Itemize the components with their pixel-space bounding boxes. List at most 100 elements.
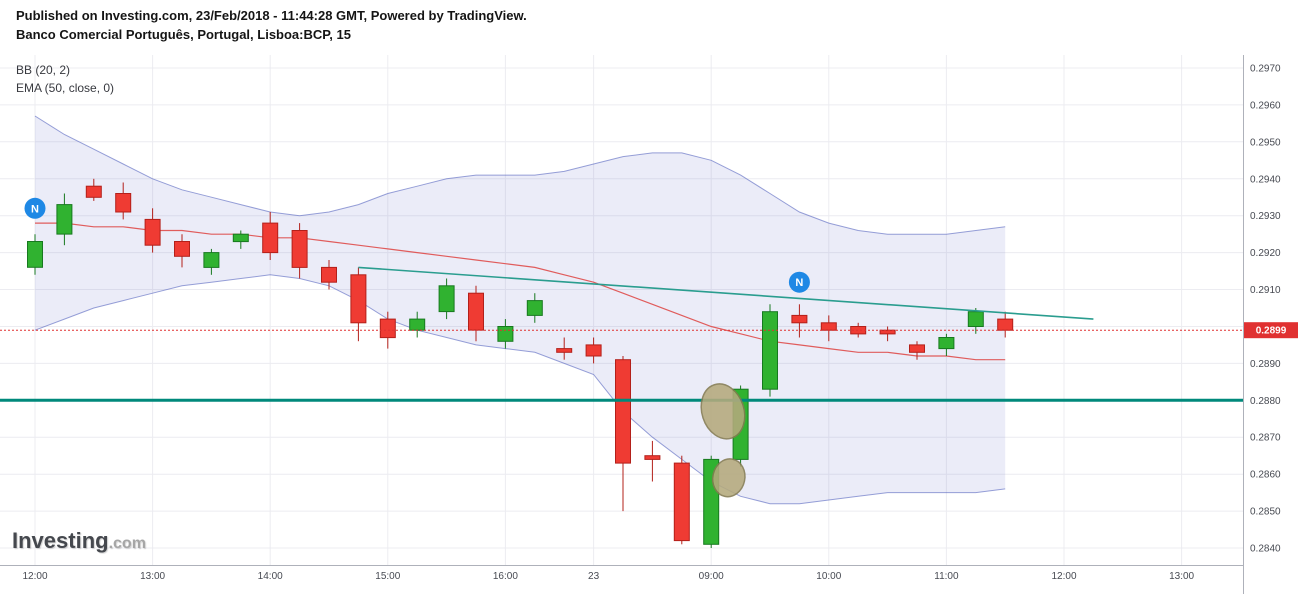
price-axis-label: 0.2870 (1250, 433, 1281, 444)
time-axis-label: 09:00 (699, 571, 724, 582)
investing-logo: Investing.com (12, 528, 146, 554)
price-axis-label: 0.2960 (1250, 100, 1281, 111)
candle-body (585, 344, 602, 357)
indicator-legend: BB (20, 2) EMA (50, close, 0) (16, 61, 114, 97)
time-axis-label: 13:00 (1169, 571, 1194, 582)
published-line: Published on Investing.com, 23/Feb/2018 … (16, 8, 527, 23)
ema-legend-label: EMA (50, close, 0) (16, 81, 115, 95)
news-marker[interactable]: N (788, 271, 810, 293)
candle-body (938, 337, 955, 350)
candle (673, 455, 690, 545)
news-marker-letter: N (31, 203, 39, 215)
candle (144, 208, 161, 253)
candle-body (438, 285, 455, 313)
candle-body (526, 300, 543, 316)
price-axis-label: 0.2950 (1250, 137, 1281, 148)
candle-body (321, 266, 337, 283)
candle-body (644, 455, 661, 460)
price-axis-label: 0.2910 (1250, 285, 1281, 296)
last-price-badge-bg (1244, 322, 1298, 339)
trend-line[interactable] (358, 266, 1094, 320)
candle-body (409, 318, 426, 331)
candle-body (762, 311, 778, 390)
candle (56, 193, 73, 246)
candle (468, 285, 484, 342)
candle-body (615, 359, 631, 464)
candle-body (967, 311, 984, 328)
bollinger-band (34, 115, 1006, 505)
candle (938, 333, 955, 356)
investing-logo-suffix: .com (108, 535, 146, 552)
candle-body (291, 230, 308, 268)
candle (585, 337, 602, 364)
candle (85, 178, 102, 201)
candle (556, 337, 573, 360)
candle (291, 223, 308, 279)
time-axis-label: 12:00 (22, 571, 47, 582)
time-axis-label: 12:00 (1051, 571, 1076, 582)
ema-line (35, 222, 1006, 361)
time-axis-label: 11:00 (934, 571, 959, 582)
candle-body (27, 241, 43, 268)
candle-body (379, 318, 396, 339)
price-axis-label: 0.2930 (1250, 211, 1281, 222)
candle-body (262, 222, 279, 254)
candle-body (997, 318, 1014, 331)
candle-body (556, 348, 573, 353)
price-axis-label: 0.2920 (1250, 248, 1281, 259)
candle (174, 234, 190, 268)
candle (203, 248, 220, 275)
candle (791, 304, 808, 338)
candle (321, 260, 337, 290)
candle-body (820, 322, 837, 331)
time-axis[interactable]: 12:00 13:00 14:00 15:00 16:00 23 09:00 10:00 11:… (22, 571, 1194, 582)
time-axis-label: 14:00 (258, 571, 283, 582)
candle (262, 212, 279, 260)
news-marker[interactable]: N (24, 197, 46, 219)
candle (438, 278, 455, 320)
candle-body (879, 329, 896, 335)
candle (967, 308, 984, 334)
candle (379, 311, 396, 349)
time-axis-label: 15:00 (375, 571, 400, 582)
candle-body (174, 241, 190, 257)
candle-body (497, 326, 514, 342)
annotation-ellipse[interactable] (709, 456, 748, 500)
symbol-title: Banco Comercial Português, Portugal, Lis… (16, 27, 351, 42)
candle-body (56, 204, 73, 235)
price-axis-label: 0.2890 (1250, 359, 1281, 370)
investing-logo-brand: Investing (12, 528, 109, 553)
bollinger-lower-line (34, 274, 1006, 505)
candle-body (115, 193, 132, 213)
price-axis[interactable]: 0.2970 0.2960 0.2950 0.2940 0.2930 0.2920 0.29… (1250, 64, 1281, 555)
candle-body (203, 252, 220, 268)
candle (615, 356, 631, 512)
candle (644, 440, 661, 482)
price-axis-label: 0.2880 (1250, 396, 1281, 407)
price-axis-label: 0.2860 (1250, 470, 1281, 481)
candle (909, 341, 925, 360)
candle (232, 230, 249, 249)
candle (762, 304, 778, 397)
candle-body (791, 314, 808, 324)
news-marker-letter: N (795, 277, 803, 289)
candle (27, 234, 43, 275)
axes-layer: 0.2970 0.2960 0.2950 0.2940 0.2930 0.2920 0.29… (0, 55, 1281, 594)
candles-layer (27, 178, 1014, 548)
news-marker-circle (24, 197, 46, 219)
price-axis-label: 0.2970 (1250, 64, 1281, 75)
bb-legend-label: BB (20, 2) (16, 63, 71, 77)
time-axis-label: 13:00 (140, 571, 165, 582)
annotation-ellipse[interactable] (694, 378, 751, 444)
price-axis-label: 0.2850 (1250, 507, 1281, 518)
candle (526, 293, 543, 323)
bollinger-upper-line (34, 115, 1006, 235)
price-axis-label: 0.2940 (1250, 174, 1281, 185)
last-price-badge: 0.2899 (1244, 322, 1298, 339)
time-axis-label: 10:00 (816, 571, 841, 582)
candle (879, 326, 896, 342)
bollinger-band-fill (35, 116, 1006, 504)
candle (115, 182, 132, 220)
